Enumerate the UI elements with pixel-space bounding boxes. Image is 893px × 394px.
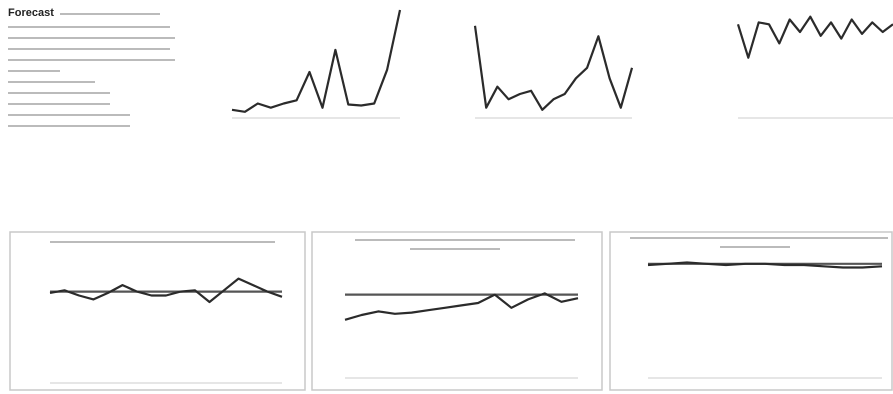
text-placeholder	[50, 237, 888, 250]
panel-frame	[311, 231, 603, 391]
series-line	[473, 25, 634, 111]
series-line	[49, 277, 283, 304]
series-line	[647, 261, 883, 269]
panel-frame	[609, 231, 893, 391]
series-line	[736, 15, 893, 59]
panel-frame	[9, 231, 306, 391]
series-line	[344, 292, 579, 321]
text-placeholder	[8, 13, 175, 127]
heading: Forecast	[8, 7, 54, 19]
series-line	[231, 9, 402, 113]
